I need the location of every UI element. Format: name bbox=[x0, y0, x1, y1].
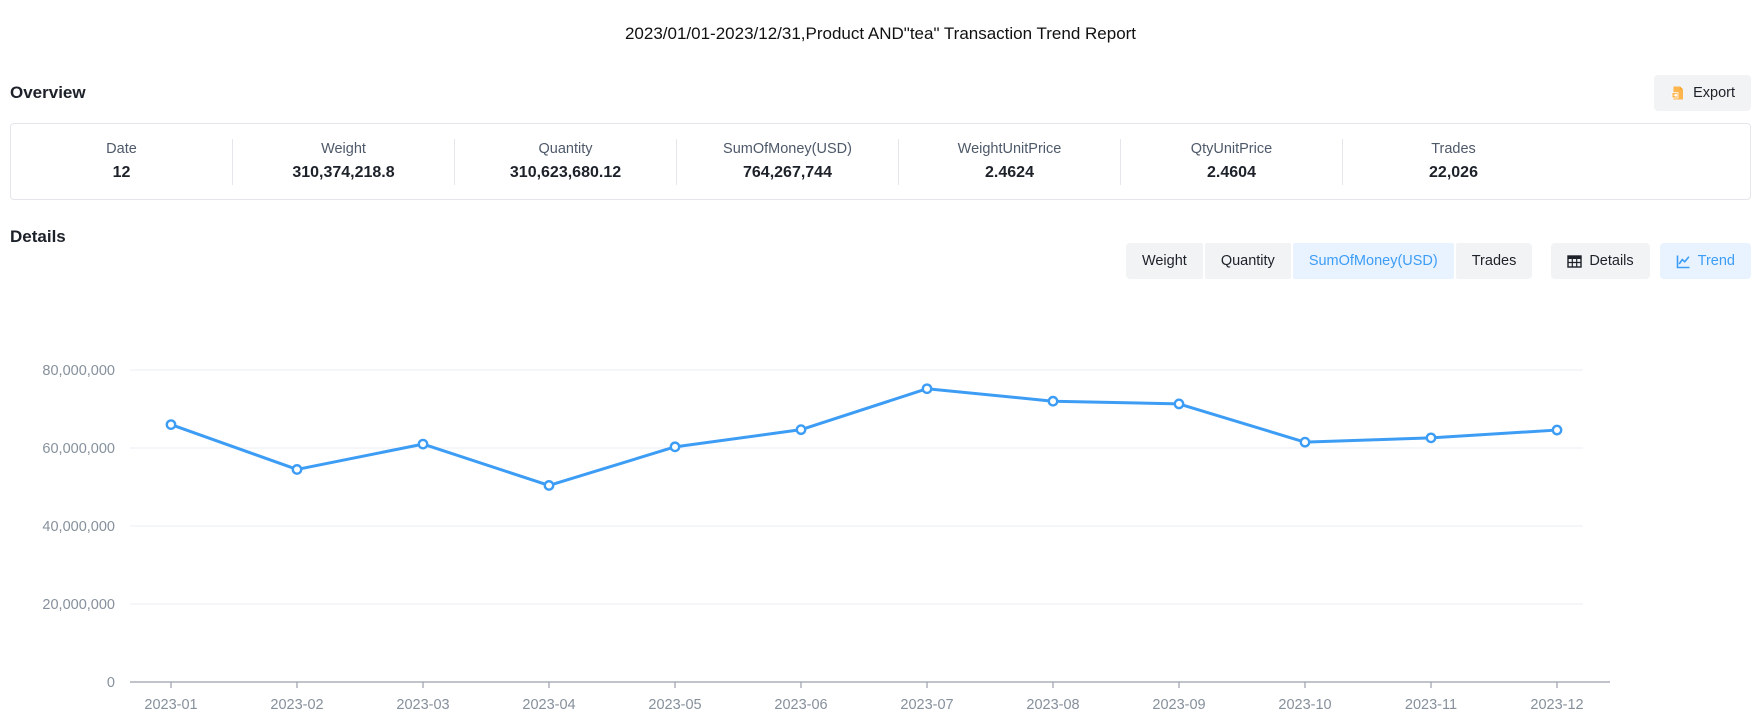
details-header: Details Weight Quantity SumOfMoney(USD) … bbox=[0, 225, 1761, 279]
svg-text:2023-12: 2023-12 bbox=[1530, 697, 1583, 713]
details-heading: Details bbox=[10, 227, 66, 246]
stat-value: 310,374,218.8 bbox=[292, 164, 395, 181]
divider bbox=[1120, 138, 1121, 185]
overview-stats-card: Date 12 Weight 310,374,218.8 Quantity 31… bbox=[10, 123, 1751, 200]
svg-text:2023-04: 2023-04 bbox=[522, 697, 575, 713]
view-tab-trend-label: Trend bbox=[1697, 253, 1735, 269]
trend-chart: 0 20,000,000 40,000,000 60,000,000 80,000,00… bbox=[0, 310, 1761, 725]
stat-date: Date 12 bbox=[11, 141, 232, 182]
svg-text:0: 0 bbox=[107, 675, 115, 691]
view-tab-group: Details Trend bbox=[1551, 243, 1751, 279]
export-button-label: Export bbox=[1693, 85, 1735, 101]
svg-text:2023-06: 2023-06 bbox=[774, 697, 827, 713]
stat-weight-unit-price: WeightUnitPrice 2.4624 bbox=[899, 141, 1120, 182]
metric-tab-group: Weight Quantity SumOfMoney(USD) Trades bbox=[1125, 243, 1533, 279]
stat-label: Weight bbox=[321, 141, 366, 157]
svg-text:80,000,000: 80,000,000 bbox=[42, 363, 115, 379]
stat-label: QtyUnitPrice bbox=[1190, 141, 1273, 157]
export-button[interactable]: Export bbox=[1654, 75, 1751, 111]
trend-chart-svg: 0 20,000,000 40,000,000 60,000,000 80,000,00… bbox=[42, 363, 1610, 713]
stat-trades: Trades 22,026 bbox=[1343, 141, 1564, 182]
divider bbox=[676, 138, 677, 185]
stat-sum-of-money: SumOfMoney(USD) 764,267,744 bbox=[677, 141, 898, 182]
table-icon bbox=[1567, 254, 1583, 269]
stat-label: Quantity bbox=[538, 141, 593, 157]
svg-text:2023-05: 2023-05 bbox=[648, 697, 701, 713]
stat-value: 22,026 bbox=[1429, 164, 1478, 181]
view-tab-trend[interactable]: Trend bbox=[1659, 243, 1751, 279]
svg-text:2023-09: 2023-09 bbox=[1152, 697, 1205, 713]
page-title: 2023/01/01-2023/12/31,Product AND"tea" T… bbox=[624, 24, 1137, 43]
stat-value: 12 bbox=[112, 164, 131, 181]
stat-label: WeightUnitPrice bbox=[957, 141, 1062, 157]
stat-label: SumOfMoney(USD) bbox=[723, 141, 852, 157]
divider bbox=[1342, 138, 1343, 185]
stat-value: 2.4624 bbox=[985, 164, 1034, 181]
export-file-icon bbox=[1670, 85, 1686, 101]
stat-value: 310,623,680.12 bbox=[509, 164, 622, 181]
divider bbox=[232, 138, 233, 185]
view-tab-details[interactable]: Details bbox=[1551, 243, 1650, 279]
svg-text:20,000,000: 20,000,000 bbox=[42, 597, 115, 613]
svg-text:2023-11: 2023-11 bbox=[1405, 697, 1457, 713]
stat-qty-unit-price: QtyUnitPrice 2.4604 bbox=[1121, 141, 1342, 182]
tab-quantity[interactable]: Quantity bbox=[1204, 243, 1291, 279]
svg-text:2023-02: 2023-02 bbox=[270, 697, 323, 713]
svg-text:40,000,000: 40,000,000 bbox=[42, 519, 115, 535]
stat-value: 2.4604 bbox=[1207, 164, 1256, 181]
divider bbox=[898, 138, 899, 185]
view-tab-details-label: Details bbox=[1589, 253, 1634, 269]
svg-text:2023-07: 2023-07 bbox=[900, 697, 953, 713]
svg-text:2023-10: 2023-10 bbox=[1278, 697, 1331, 713]
svg-text:2023-08: 2023-08 bbox=[1026, 697, 1079, 713]
overview-header: Overview Export bbox=[0, 75, 1761, 111]
stat-weight: Weight 310,374,218.8 bbox=[233, 141, 454, 182]
tab-weight[interactable]: Weight bbox=[1125, 243, 1203, 279]
svg-text:2023-03: 2023-03 bbox=[396, 697, 449, 713]
stat-label: Date bbox=[106, 141, 137, 157]
svg-text:2023-01: 2023-01 bbox=[144, 697, 197, 713]
details-tab-groups: Weight Quantity SumOfMoney(USD) Trades D… bbox=[1125, 243, 1751, 279]
overview-heading: Overview bbox=[10, 83, 86, 102]
stat-quantity: Quantity 310,623,680.12 bbox=[455, 141, 676, 182]
divider bbox=[454, 138, 455, 185]
stat-value: 764,267,744 bbox=[743, 164, 832, 181]
stat-label: Trades bbox=[1431, 141, 1476, 157]
svg-text:60,000,000: 60,000,000 bbox=[42, 441, 115, 457]
tab-sum-of-money[interactable]: SumOfMoney(USD) bbox=[1292, 243, 1454, 279]
trend-chart-icon bbox=[1676, 254, 1691, 269]
tab-trades[interactable]: Trades bbox=[1455, 243, 1533, 279]
